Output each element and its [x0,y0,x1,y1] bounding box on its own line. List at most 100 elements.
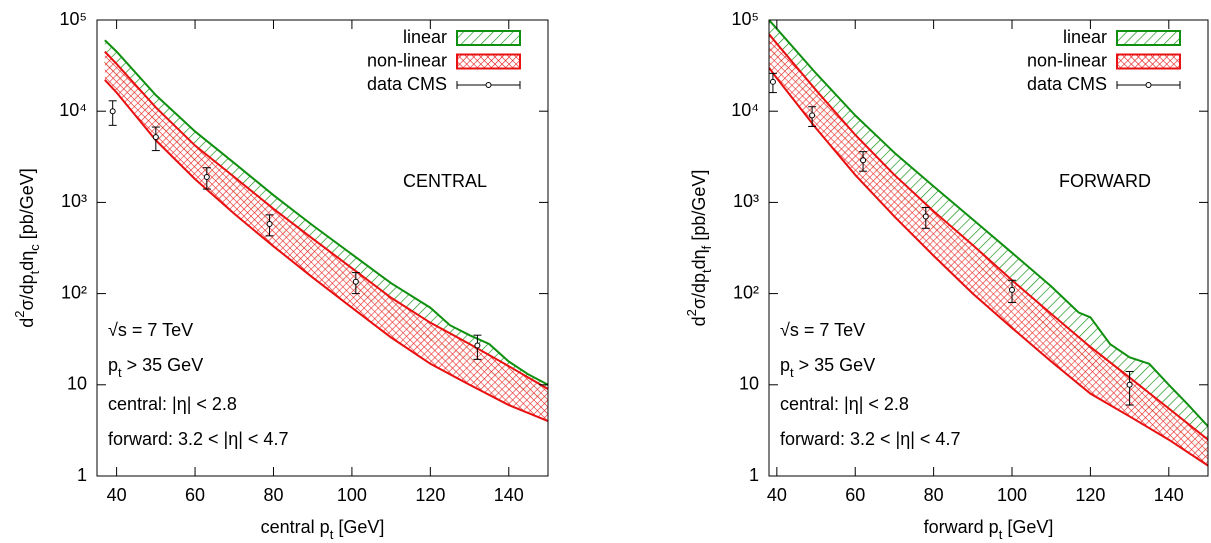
y-tick-label: 1 [749,465,759,485]
x-tick-label: 40 [107,485,127,505]
x-axis-label: central pt [GeV] [261,517,385,542]
annotation: CENTRAL [403,171,487,191]
x-tick-label: 120 [415,485,445,505]
note-part: p [780,355,790,375]
y-axis-label-part: d [17,318,37,328]
note: pt > 35 GeV [780,355,875,380]
y-tick-label: 10² [733,282,759,302]
data-point [922,213,929,220]
x-axis-label-part: [GeV] [1002,517,1053,537]
legend-swatch [1145,82,1152,88]
legend-label: linear [1063,27,1107,47]
note-part: t [118,365,122,380]
x-axis-label: forward pt [GeV] [924,517,1054,542]
note-part: t [790,365,794,380]
y-axis-label-part: [pb/GeV] [689,170,709,246]
legend-label: non-linear [1027,50,1107,70]
data-point [809,112,816,119]
note-part: > 35 GeV [122,355,204,375]
data-point [1009,286,1016,293]
band-lower [769,67,1208,467]
band-area [769,20,1208,453]
data-point [1126,381,1133,388]
x-tick-label: 80 [924,485,944,505]
x-tick-label: 120 [1075,485,1105,505]
y-axis-label-part: dη [689,249,709,269]
y-axis-label-part: t [27,270,42,274]
x-tick-label: 60 [845,485,865,505]
band-upper [104,50,548,390]
data-point [474,342,481,349]
y-tick-label: 10 [67,374,87,394]
y-axis-label-part: f [699,245,714,249]
data-point [266,220,273,227]
x-tick-label: 100 [997,485,1027,505]
y-axis-label-part: [pb/GeV] [17,168,37,244]
legend-swatch [1116,53,1181,70]
y-tick-label: 10 [739,374,759,394]
y-axis-label: d2σ/dptdηf [pb/GeV] [684,170,714,327]
note: √s = 7 TeV [780,320,865,340]
y-tick-label: 10² [61,282,87,302]
x-tick-label: 60 [185,485,205,505]
legend-label: non-linear [367,50,447,70]
y-axis-label: d2σ/dptdηc [pb/GeV] [12,168,42,328]
y-axis-label-part: t [699,269,714,273]
x-axis-label-part: [GeV] [333,517,384,537]
y-axis-label-part: 2 [12,311,27,318]
x-tick-label: 140 [494,485,524,505]
data-point [203,173,210,180]
x-axis-label-part: t [999,527,1003,542]
note: forward: 3.2 < |η| < 4.7 [780,429,960,449]
x-axis-label-part: central p [261,517,330,537]
legend-swatch [485,82,492,88]
legend-swatch [1116,30,1181,46]
y-tick-label: 10⁴ [731,100,759,120]
note: forward: 3.2 < |η| < 4.7 [108,429,288,449]
x-tick-label: 80 [263,485,283,505]
y-tick-label: 1 [77,465,87,485]
note: central: |η| < 2.8 [780,394,909,414]
legend-label: data CMS [1027,74,1107,94]
y-axis-label-part: 2 [684,309,699,316]
x-axis-label-part: t [330,527,334,542]
band-area [769,34,1208,466]
annotation: FORWARD [1059,171,1151,191]
data-point [152,134,159,141]
data-point [352,278,359,285]
y-tick-label: 10⁴ [59,100,87,120]
y-tick-label: 10³ [61,191,87,211]
note: pt > 35 GeV [108,355,203,380]
y-axis-label-part: d [689,316,709,326]
y-tick-label: 10³ [733,191,759,211]
data-point [860,157,867,164]
x-tick-label: 40 [767,485,787,505]
plot-area [769,20,1208,467]
x-tick-label: 140 [1154,485,1184,505]
y-axis-label-part: σ/dp [689,273,709,309]
y-axis-label-part: σ/dp [17,274,37,310]
band-area [104,51,548,422]
note-part: p [108,355,118,375]
y-axis-label-part: dη [17,251,37,271]
y-tick-label: 10⁵ [60,9,87,29]
data-point [109,108,116,115]
band-upper [104,39,548,386]
note-part: > 35 GeV [794,355,876,375]
legend-label: linear [403,27,447,47]
data-point [769,78,776,85]
x-tick-label: 100 [337,485,367,505]
plot-frame [768,19,1209,477]
band-area [104,40,548,402]
plot-frame [96,19,549,477]
note: √s = 7 TeV [108,320,193,340]
note: central: |η| < 2.8 [108,394,237,414]
y-tick-label: 10⁵ [732,9,759,29]
band-upper [769,20,1208,428]
legend-swatch [456,30,521,46]
legend-label: data CMS [367,74,447,94]
legend-swatch [456,53,521,70]
y-axis-label-part: c [27,244,42,251]
